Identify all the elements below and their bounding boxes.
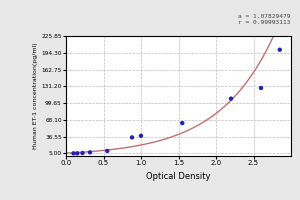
Y-axis label: Human ET-1 concentration(pg/ml): Human ET-1 concentration(pg/ml)	[33, 43, 38, 149]
Point	[259, 86, 263, 90]
Point	[75, 152, 80, 155]
Point	[80, 151, 85, 155]
Point	[139, 134, 143, 137]
Point	[130, 136, 134, 139]
Text: a = 1.07829479
r = 0.99993113: a = 1.07829479 r = 0.99993113	[238, 14, 291, 25]
X-axis label: Optical Density: Optical Density	[146, 172, 211, 181]
Point	[105, 149, 110, 153]
Point	[229, 97, 233, 100]
Point	[71, 152, 76, 155]
Point	[278, 48, 282, 51]
Point	[180, 121, 185, 125]
Point	[88, 151, 92, 154]
